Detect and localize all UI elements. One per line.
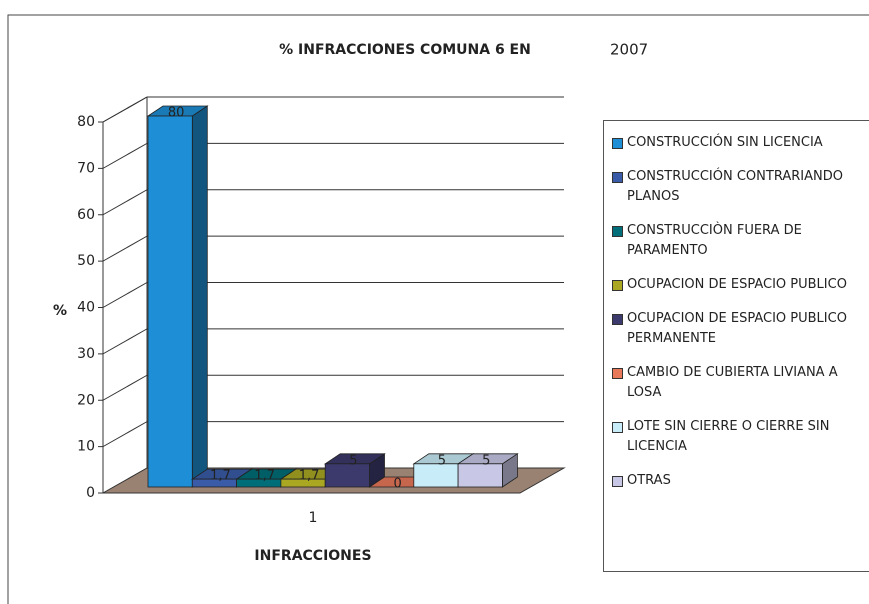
value-label: 80 bbox=[168, 106, 185, 121]
legend-label: CAMBIO DE CUBIERTA LIVIANA A LOSA bbox=[627, 365, 838, 400]
y-tick-label: 40 bbox=[77, 300, 95, 316]
legend-swatch bbox=[612, 422, 623, 433]
legend-swatch bbox=[612, 226, 623, 237]
value-label: 5 bbox=[349, 453, 357, 468]
legend-item: LOTE SIN CIERRE O CIERRE SIN LICENCIA bbox=[612, 417, 869, 457]
y-tick-label: 50 bbox=[77, 253, 95, 269]
y-axis-label: % bbox=[53, 303, 67, 319]
legend-item: OCUPACION DE ESPACIO PUBLICO bbox=[612, 275, 869, 295]
value-label: 5 bbox=[438, 453, 446, 468]
grid-line bbox=[102, 235, 148, 262]
legend-item: CONSTRUCCIÒN FUERA DE PARAMENTO bbox=[612, 221, 869, 261]
legend-label: LOTE SIN CIERRE O CIERRE SIN LICENCIA bbox=[627, 419, 830, 454]
bar bbox=[413, 463, 459, 488]
legend-label: CONSTRUCCIÒN FUERA DE PARAMENTO bbox=[627, 223, 802, 258]
value-label: 1,7 bbox=[254, 469, 275, 484]
legend-swatch bbox=[612, 368, 623, 379]
grid-line bbox=[102, 189, 148, 216]
y-tick-label: 0 bbox=[86, 485, 95, 501]
legend-swatch bbox=[612, 476, 623, 487]
grid-line bbox=[102, 96, 148, 123]
value-label: 0 bbox=[394, 477, 402, 492]
legend-label: OCUPACION DE ESPACIO PUBLICO bbox=[627, 277, 847, 292]
legend-swatch bbox=[612, 172, 623, 183]
legend-label: CONSTRUCCIÓN CONTRARIANDO PLANOS bbox=[627, 169, 843, 204]
y-tick-label: 80 bbox=[77, 114, 95, 130]
legend-item: OTRAS bbox=[612, 471, 869, 491]
value-label: 1,7 bbox=[299, 469, 320, 484]
legend-label: OTRAS bbox=[627, 473, 671, 488]
legend-label: CONSTRUCCIÓN SIN LICENCIA bbox=[627, 135, 823, 150]
legend-swatch bbox=[612, 138, 623, 149]
legend-item: CONSTRUCCIÓN CONTRARIANDO PLANOS bbox=[612, 167, 869, 207]
legend-item: CAMBIO DE CUBIERTA LIVIANA A LOSA bbox=[612, 363, 869, 403]
legend-swatch bbox=[612, 280, 623, 291]
value-label: 1,7 bbox=[210, 469, 231, 484]
value-label: 5 bbox=[482, 453, 490, 468]
x-axis-label: INFRACCIONES bbox=[254, 548, 371, 564]
bar bbox=[457, 463, 503, 488]
chart-title: % INFRACCIONES COMUNA 6 EN bbox=[279, 42, 531, 58]
y-tick-label: 20 bbox=[77, 392, 95, 408]
bar-side bbox=[191, 105, 208, 488]
legend-item: CONSTRUCCIÓN SIN LICENCIA bbox=[612, 133, 869, 153]
legend: CONSTRUCCIÓN SIN LICENCIA CONSTRUCCIÓN CO… bbox=[603, 120, 869, 572]
y-tick-label: 70 bbox=[77, 160, 95, 176]
legend-item: OCUPACION DE ESPACIO PUBLICO PERMANENTE bbox=[612, 309, 869, 349]
y-tick-label: 10 bbox=[77, 439, 95, 455]
y-tick-label: 60 bbox=[77, 207, 95, 223]
grid-line bbox=[102, 374, 148, 401]
legend-label: OCUPACION DE ESPACIO PUBLICO PERMANENTE bbox=[627, 311, 847, 346]
bar bbox=[324, 463, 370, 488]
grid-line bbox=[102, 421, 148, 448]
x-tick-label: 1 bbox=[309, 510, 318, 526]
bar bbox=[147, 115, 193, 488]
chart-subtitle: 2007 bbox=[610, 41, 648, 59]
grid-line bbox=[102, 328, 148, 355]
y-tick-label: 30 bbox=[77, 346, 95, 362]
legend-swatch bbox=[612, 314, 623, 325]
chart-border bbox=[7, 14, 869, 604]
grid-line bbox=[102, 142, 148, 169]
grid-line bbox=[102, 282, 148, 308]
